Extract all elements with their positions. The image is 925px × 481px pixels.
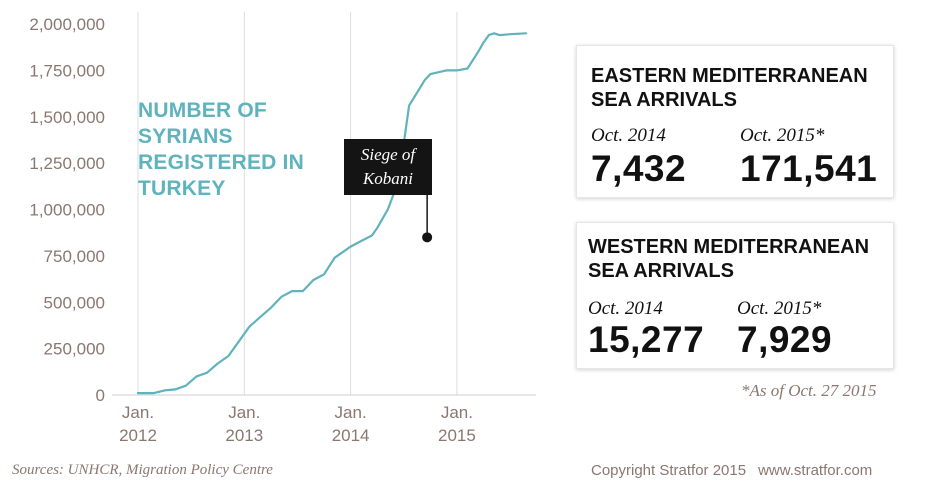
annotation-siege-of-kobani: Siege of Kobani [344,139,432,195]
annotation-text-line: Kobani [362,169,414,188]
series-title: NUMBER OF SYRIANS REGISTERED IN TURKEY [138,98,338,202]
copyright-footer: Copyright Stratfor 2015 www.stratfor.com [591,462,872,479]
annotation-layer [422,195,433,243]
stat-label-oct-2014: Oct. 2014 [591,125,666,146]
website-link[interactable]: www.stratfor.com [758,462,873,479]
series-title-line: NUMBER OF [138,99,267,122]
western-mediterranean-card: WESTERN MEDITERRANEAN SEA ARRIVALS Oct. … [576,222,894,369]
card-title: EASTERN MEDITERRANEAN SEA ARRIVALS [591,64,868,112]
copyright-text: Copyright Stratfor 2015 [591,462,747,479]
y-tick-label: 500,000 [44,293,105,312]
series-line-syrians-in-turkey [136,32,528,395]
x-tick-label: Jan. [335,403,367,422]
stat-value-oct-2015: 171,541 [740,148,878,189]
card-title-line: WESTERN MEDITERRANEAN [588,236,870,258]
stat-label-oct-2015: Oct. 2015* [737,298,822,319]
x-tick-label: Jan. [122,403,154,422]
card-title: WESTERN MEDITERRANEAN SEA ARRIVALS [588,235,869,283]
series-title-line: SYRIANS [138,125,233,148]
series-layer [136,32,528,395]
card-title-line: EASTERN MEDITERRANEAN [591,65,868,87]
y-tick-label: 250,000 [44,340,105,359]
stat-label-oct-2015: Oct. 2015* [740,125,825,146]
sources-credit: Sources: UNHCR, Migration Policy Centre [12,462,273,478]
y-tick-label: 2,000,000 [29,15,105,34]
y-tick-label: 1,500,000 [29,108,105,127]
y-tick-label: 750,000 [44,247,105,266]
annotation-text-line: Siege of [360,145,416,164]
card-title-line: SEA ARRIVALS [588,260,734,282]
x-tick-label: 2013 [225,426,263,445]
y-tick-label: 1,250,000 [29,154,105,173]
series-title-line: TURKEY [138,177,226,200]
x-tick-label: 2014 [332,426,370,445]
series-title-line: REGISTERED IN [138,151,304,174]
stat-value-oct-2014: 7,432 [591,148,687,189]
footnote: *As of Oct. 27 2015 [741,381,877,400]
line-chart: 0 250,000 500,000 750,000 1,000,000 1,250,000… [29,12,536,445]
stat-label-oct-2014: Oct. 2014 [588,298,663,319]
card-title-line: SEA ARRIVALS [591,89,737,111]
stat-value-oct-2015: 7,929 [737,319,833,360]
eastern-mediterranean-card: EASTERN MEDITERRANEAN SEA ARRIVALS Oct. … [576,45,894,198]
x-tick-label: Jan. [228,403,260,422]
gridlines [112,12,536,396]
x-axis: Jan. 2012 Jan. 2013 Jan. 2014 Jan. 2015 [119,403,476,445]
x-tick-label: 2012 [119,426,157,445]
y-tick-label: 0 [96,386,105,405]
annotation-marker [422,232,433,243]
x-tick-label: 2015 [438,426,476,445]
stat-value-oct-2014: 15,277 [588,319,705,360]
x-tick-label: Jan. [441,403,473,422]
y-tick-label: 1,750,000 [29,61,105,80]
y-axis: 0 250,000 500,000 750,000 1,000,000 1,250,000… [29,15,105,405]
y-tick-label: 1,000,000 [29,201,105,220]
